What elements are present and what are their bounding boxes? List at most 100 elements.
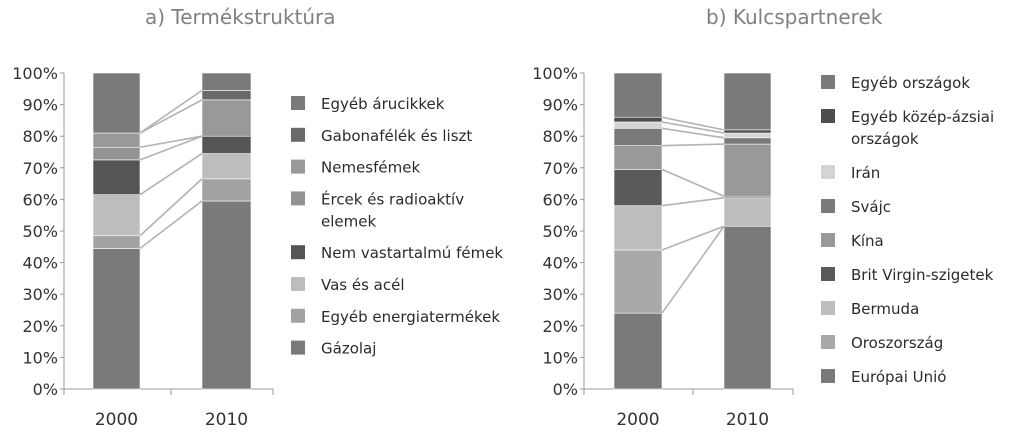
- chart-a-bar-2000-egyeb-energiatermekek: [92, 235, 141, 249]
- chart-b-legend-swatch-oroszorszag: [821, 335, 835, 349]
- chart-b-y-tick-label: 70%: [542, 159, 578, 178]
- chart-b-y-tick-label: 90%: [542, 96, 578, 115]
- chart-a-bar-2010-gabonafelek-es-liszt: [201, 90, 252, 101]
- chart-b-title: b) Kulcspartnerek: [706, 5, 883, 29]
- chart-b-legend-swatch-iran: [821, 165, 835, 179]
- chart-b-legend-label-brit-virgin-szigetek: Brit Virgin-szigetek: [851, 266, 994, 284]
- chart-b-y-tick-label: 40%: [542, 254, 578, 273]
- chart-b-x-tick-label: 2000: [616, 410, 659, 430]
- chart-b-bar-2010-europai-unio: [723, 225, 772, 390]
- chart-b-connector-line: [661, 225, 725, 251]
- chart-b-bar-2010-bermuda: [723, 197, 772, 227]
- chart-b-y-tick-label: 10%: [542, 348, 578, 367]
- chart-b-connector-line: [661, 116, 725, 131]
- chart-b-bar-2000-egyeb-orszagok: [613, 72, 663, 118]
- chart-a-y-tick-label: 100%: [12, 64, 58, 83]
- chart-b-bar-2000-kina: [613, 145, 663, 170]
- chart-b-legend-label-europai-unio: Európai Unió: [851, 368, 946, 386]
- chart-b-y-tick-label: 0%: [553, 380, 578, 399]
- chart-a-connector-line: [139, 99, 203, 134]
- chart-a-bar-2010-nem-vastartalmu-femek: [201, 135, 252, 154]
- chart-b-y-tick-label: 100%: [532, 64, 578, 83]
- chart-a-bar-2010-vas-es-acel: [201, 153, 252, 180]
- chart-b-bar-2000-svajc: [613, 128, 663, 146]
- chart-a-legend-label-egyeb-energiatermekek: Egyéb energiatermékek: [321, 308, 500, 326]
- chart-a-y-tick-label: 0%: [33, 380, 58, 399]
- chart-a-legend-label-egyeb-arucikkek: Egyéb árucikkek: [321, 95, 445, 113]
- chart-a-title: a) Termékstruktúra: [145, 5, 336, 29]
- chart-a-legend-label-gazolaj: Gázolaj: [321, 340, 376, 358]
- chart-a-x-tick-label: 2000: [95, 410, 138, 430]
- chart-b-legend-swatch-egyeb-kozep-azsiai-orszagok: [821, 109, 835, 123]
- chart-a-legend-label-vas-es-acel: Vas és acél: [321, 276, 405, 294]
- chart-b-legend-label-kina: Kína: [851, 232, 884, 250]
- chart-b-connector-line: [661, 168, 725, 197]
- chart-a-connector-line: [139, 200, 203, 250]
- chart-b-connector-line: [661, 225, 725, 314]
- chart-a-bar-2010-gazolaj: [201, 200, 252, 390]
- chart-b-legend-label-egyeb-kozep-azsiai-orszagok: Egyéb közép-ázsiai országok: [851, 108, 994, 148]
- chart-b-bar-2000-iran: [613, 121, 663, 129]
- chart-a-y-tick-label: 50%: [22, 222, 58, 241]
- chart-b-legend-label-egyeb-orszagok: Egyéb országok: [851, 74, 970, 92]
- chart-a-bar-2000-vas-es-acel: [92, 194, 141, 237]
- chart-a-y-tick-label: 90%: [22, 96, 58, 115]
- chart-a-bar-2000-egyeb-arucikkek: [92, 72, 141, 134]
- chart-a-legend-swatch-nemesfemek: [291, 159, 305, 174]
- chart-b-legend-label-iran: Irán: [851, 164, 880, 182]
- chart-b-y-tick-label: 60%: [542, 190, 578, 209]
- chart-b-bar-2010-egyeb-kozep-azsiai-orszagok: [723, 129, 772, 134]
- chart-b-legend-label-oroszorszag: Oroszország: [851, 334, 943, 352]
- chart-a-legend-swatch-nem-vastartalmu-femek: [291, 245, 305, 260]
- chart-b-bar-2010-svajc: [723, 137, 772, 145]
- chart-a-bar-2010-egyeb-arucikkek: [201, 72, 252, 91]
- chart-a-connector-line: [139, 152, 203, 196]
- chart-b-bar-2010-iran: [723, 132, 772, 139]
- chart-a-y-tick-label: 20%: [22, 317, 58, 336]
- chart-a-y-tick-label: 80%: [22, 127, 58, 146]
- chart-b-bar-2000-bermuda: [613, 205, 663, 251]
- chart-a-bar-2000-ercek-es-radioaktiv-elemek: [92, 146, 141, 161]
- chart-b-legend-swatch-bermuda: [821, 301, 835, 315]
- chart-b-legend-swatch-svajc: [821, 199, 835, 213]
- chart-a-legend-label-gabonafelek-es-liszt: Gabonafélék és liszt: [321, 127, 472, 145]
- chart-a-legend-swatch-gabonafelek-es-liszt: [291, 127, 305, 142]
- chart-b-connector-line: [661, 127, 725, 139]
- chart-a-legend-swatch-gazolaj: [291, 340, 305, 355]
- chart-b-bar-2010-kina: [723, 143, 772, 197]
- chart-a-y-tick-label: 60%: [22, 190, 58, 209]
- chart-a-legend-label-nem-vastartalmu-femek: Nem vastartalmú fémek: [321, 244, 503, 262]
- chart-a-bar-2010-nemesfemek: [201, 99, 252, 137]
- chart-a-bar-2000-nem-vastartalmu-femek: [92, 159, 141, 195]
- chart-b-legend-swatch-kina: [821, 233, 835, 247]
- chart-b-connector-line: [661, 197, 725, 207]
- chart-a-y-tick-label: 30%: [22, 285, 58, 304]
- chart-a-bar-2000-nemesfemek: [92, 132, 141, 148]
- chart-a-connector-line: [139, 89, 203, 134]
- chart-a-bar-2000-gazolaj: [92, 248, 141, 390]
- chart-a-legend-label-nemesfemek: Nemesfémek: [321, 159, 420, 177]
- chart-b-legend-label-bermuda: Bermuda: [851, 300, 919, 318]
- chart-b-y-tick-label: 30%: [542, 285, 578, 304]
- chart-b-connector-line: [661, 143, 725, 147]
- chart-a-legend-swatch-ercek-es-radioaktiv-elemek: [291, 191, 305, 206]
- chart-b-legend-swatch-egyeb-orszagok: [821, 75, 835, 89]
- chart-a-y-tick-label: 70%: [22, 159, 58, 178]
- chart-a-connector-line: [139, 178, 203, 237]
- chart-a-x-tick-label: 2010: [205, 410, 248, 430]
- chart-a-connector-line: [139, 135, 203, 161]
- chart-b-y-tick-label: 20%: [542, 317, 578, 336]
- chart-a-legend-label-ercek-es-radioaktiv-elemek: Ércek és radioaktív elemek: [321, 189, 464, 230]
- chart-b-y-tick-label: 80%: [542, 127, 578, 146]
- chart-a-legend-swatch-egyeb-arucikkek: [291, 96, 305, 110]
- chart-a-bar-2010-egyeb-energiatermekek: [201, 178, 252, 202]
- chart-b-bar-2000-europai-unio: [613, 312, 663, 390]
- chart-b-y-tick-label: 50%: [542, 222, 578, 241]
- chart-b-bar-2000-brit-virgin-szigetek: [613, 169, 663, 207]
- chart-a-y-tick-label: 40%: [22, 254, 58, 273]
- chart-b-legend-swatch-brit-virgin-szigetek: [821, 267, 835, 281]
- chart-a-connector-line: [139, 135, 203, 149]
- chart-b-bar-2000-egyeb-kozep-azsiai-orszagok: [613, 116, 663, 123]
- chart-b-legend-swatch-europai-unio: [821, 369, 835, 383]
